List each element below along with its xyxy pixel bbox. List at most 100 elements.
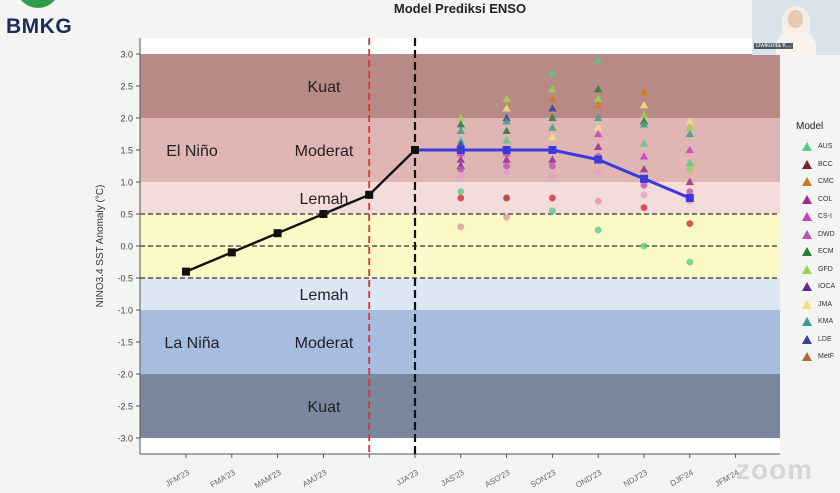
ensemble-triangle-10-7 [639,165,649,173]
legend-marker-10 [802,317,812,327]
ensemble-dot-10-11 [640,242,648,250]
legend-label-10: KMA [818,318,834,326]
legend-label-2: CMC [818,178,834,186]
legend: AUS BCC CMC COL CS-I DWD ECM GFD IOCA JMA KMA LDE Me… [802,138,840,366]
ensemble-triangle-9-4 [594,113,603,122]
legend-marker-5 [802,229,812,239]
ensemble-triangle-10-0 [639,88,649,96]
ensemble-triangle-8-1 [548,85,557,93]
y-tick-label-3: 1.5 [120,146,133,156]
legend-entry-3: COL [802,191,840,209]
ensemble-triangle-10-4 [639,120,649,128]
ensemble-dot-10-9 [640,191,648,199]
legend-label-12: MetF [818,353,834,361]
ensemble-triangle-9-7 [594,142,603,150]
band-label-4: Lemah [300,287,349,304]
ensemble-triangle-11-2 [685,129,694,138]
legend-marker-7 [802,264,812,274]
legend-label-3: COL [818,195,833,203]
x-tick-label-8: OND'23 [574,468,603,490]
ensemble-triangle-7-3 [502,117,511,125]
ensemble-triangle-7-4 [502,126,511,134]
ensemble-dot-11-7 [686,188,694,196]
ensemble-dot-10-10 [640,204,648,212]
legend-marker-11 [802,334,812,344]
band-label-5: Moderat [295,335,354,352]
legend-label-5: DWD [818,230,835,238]
legend-marker-9 [802,299,812,309]
observed-line [185,149,416,273]
y-tick-label-2: 2.0 [120,114,133,124]
bmkg-logo: BMKG [2,0,92,45]
participant-video-tile[interactable]: Dwikorita K... [752,0,840,55]
ensemble-triangle-6-2 [456,126,465,134]
x-tick-label-2: MAM'23 [253,468,283,491]
ensemble-triangle-8-8 [548,155,557,163]
legend-entry-8: IOCA [802,278,840,296]
legend-label-1: BCC [818,160,833,168]
ensemble-dot-10-8 [640,181,648,189]
ensemble-triangle-7-5 [502,136,511,144]
ensemble-dot-6-10 [457,188,465,196]
ensemble-triangle-11-3 [685,145,694,154]
observed-point-3 [319,210,328,218]
ensemble-triangle-6-1 [456,120,465,128]
ensemble-dot-8-9 [549,162,556,170]
ensemble-dot-11-10 [686,258,694,266]
legend-title: Model [796,121,824,132]
legend-entry-10: KMA [802,313,840,331]
observed-point-0 [182,267,190,276]
legend-marker-2 [802,177,812,187]
ensemble-triangle-9-3 [594,101,603,109]
legend-entry-9: JMA [802,296,840,314]
legend-entry-7: GFD [802,261,840,279]
ensemble-triangle-9-0 [594,56,603,64]
legend-entry-4: CS-I [802,208,840,226]
x-tick-label-4: JJA'23 [395,468,421,488]
ensemble-dot-7-11 [503,194,510,202]
y-tick-label-7: -0.5 [117,274,133,284]
forecast-point-4 [594,155,603,164]
ensemble-triangle-10-5 [639,139,649,147]
ensemble-triangle-7-1 [502,104,511,112]
chart-title: Model Prediksi ENSO [393,1,527,16]
ensemble-triangle-9-1 [594,85,603,93]
ensemble-dot-6-11 [457,194,465,202]
legend-entry-5: DWD [802,226,840,244]
logo-text: BMKG [6,15,73,38]
y-tick-label-12: -3.0 [117,434,133,444]
ensemble-triangle-10-2 [639,110,649,118]
ensemble-triangle-10-6 [639,152,649,160]
legend-marker-4 [802,212,812,222]
ensemble-dot-8-12 [549,207,556,215]
ensemble-triangle-8-5 [548,123,557,131]
ensemble-triangle-11-0 [685,117,694,125]
ensemble-triangle-8-6 [548,133,557,141]
zoom-watermark: zoom [736,454,814,485]
forecast-point-3 [548,146,557,154]
band-6 [140,374,780,438]
band-5 [140,310,780,374]
ensemble-dot-6-12 [457,223,465,231]
forecast-point-2 [502,146,511,154]
legend-label-8: IOCA [818,283,836,291]
ensemble-triangle-9-6 [594,129,603,138]
y-axis-label: NINO3.4 SST Anomaly (°C) [95,185,106,308]
x-tick-label-6: ASO'23 [483,468,512,490]
ensemble-dot-6-9 [457,172,465,180]
x-tick-label-9: NDJ'23 [622,468,649,489]
band-label-1: Moderat [295,143,354,160]
ensemble-dot-7-8 [503,162,510,170]
legend-marker-0 [802,142,812,152]
y-tick-label-1: 2.5 [120,82,133,92]
ensemble-triangle-10-1 [639,101,649,109]
legend-label-9: JMA [818,300,832,308]
y-tick-label-6: 0.0 [120,242,133,252]
legend-entry-1: BCC [802,156,840,174]
participant-name-tag: Dwikorita K... [754,43,794,49]
y-tick-label-10: -2.0 [117,370,133,380]
ensemble-triangle-6-6 [456,155,465,163]
ensemble-dot-7-9 [503,169,510,176]
y-tick-label-0: 3.0 [120,50,133,60]
x-tick-label-10: DJF'24 [669,468,696,489]
